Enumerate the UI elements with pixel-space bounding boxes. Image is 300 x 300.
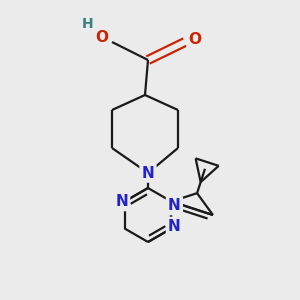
Text: N: N bbox=[168, 198, 181, 213]
Text: O: O bbox=[95, 29, 109, 44]
Text: O: O bbox=[188, 32, 202, 47]
Text: N: N bbox=[168, 219, 181, 234]
Text: H: H bbox=[82, 17, 94, 31]
Text: N: N bbox=[115, 194, 128, 209]
Text: N: N bbox=[142, 166, 154, 181]
